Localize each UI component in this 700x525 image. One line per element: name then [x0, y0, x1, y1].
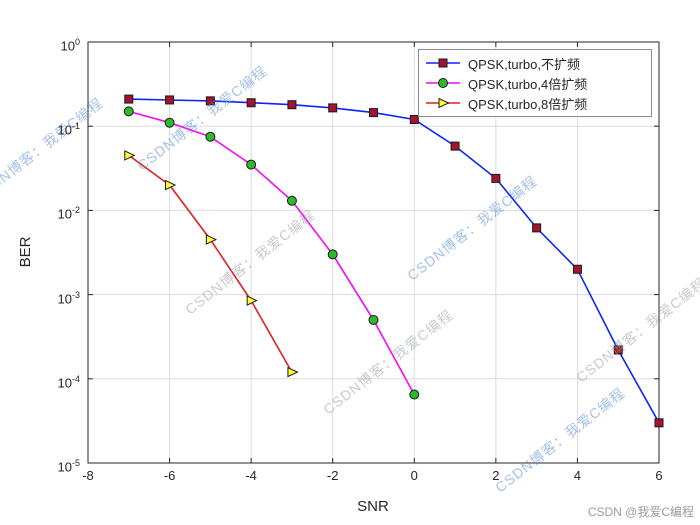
legend-item: QPSK,turbo,4倍扩频 [425, 73, 645, 93]
x-tick-label: 2 [492, 468, 500, 483]
legend: QPSK,turbo,不扩频 QPSK,turbo,4倍扩频 QPSK,turb… [418, 49, 652, 117]
x-tick-label: -8 [82, 468, 94, 483]
tick-marks [87, 41, 660, 464]
legend-label: QPSK,turbo,8倍扩频 [468, 96, 588, 112]
y-tick-label: 10-1 [57, 121, 80, 138]
y-axis-label: BER [17, 236, 34, 268]
y-tick-label: 10-5 [57, 458, 80, 475]
y-tick-label: 100 [60, 37, 80, 54]
series-line-2 [128, 154, 293, 373]
x-tick-label: 6 [655, 468, 663, 483]
series-line-0 [128, 98, 660, 424]
y-tick-label: 10-4 [57, 374, 80, 391]
series-line-1 [128, 110, 416, 395]
x-axis-label: SNR [357, 498, 389, 515]
legend-label: QPSK,turbo,4倍扩频 [468, 76, 588, 92]
x-tick-label: 4 [573, 468, 582, 483]
y-tick-label: 10-3 [57, 290, 80, 307]
x-tick-label: -2 [326, 468, 339, 483]
y-tick-label: 10-2 [57, 205, 80, 222]
legend-item: QPSK,turbo,8倍扩频 [425, 93, 645, 113]
x-tick-label: -4 [245, 468, 257, 483]
credit-text: CSDN @我爱C编程 [587, 505, 694, 519]
legend-key-square-series [426, 58, 460, 68]
legend-label: QPSK,turbo,不扩频 [468, 56, 580, 72]
legend-item: QPSK,turbo,不扩频 [425, 53, 645, 73]
legend-key-triangle-series [426, 97, 460, 109]
x-tick-label: 0 [410, 468, 418, 483]
legend-key-circle-series [426, 78, 460, 88]
axes-box [87, 41, 660, 464]
x-tick-label: -6 [163, 468, 176, 483]
series-markers-2 [124, 150, 299, 378]
series-markers-0 [124, 94, 664, 428]
series-markers-1 [123, 106, 420, 400]
